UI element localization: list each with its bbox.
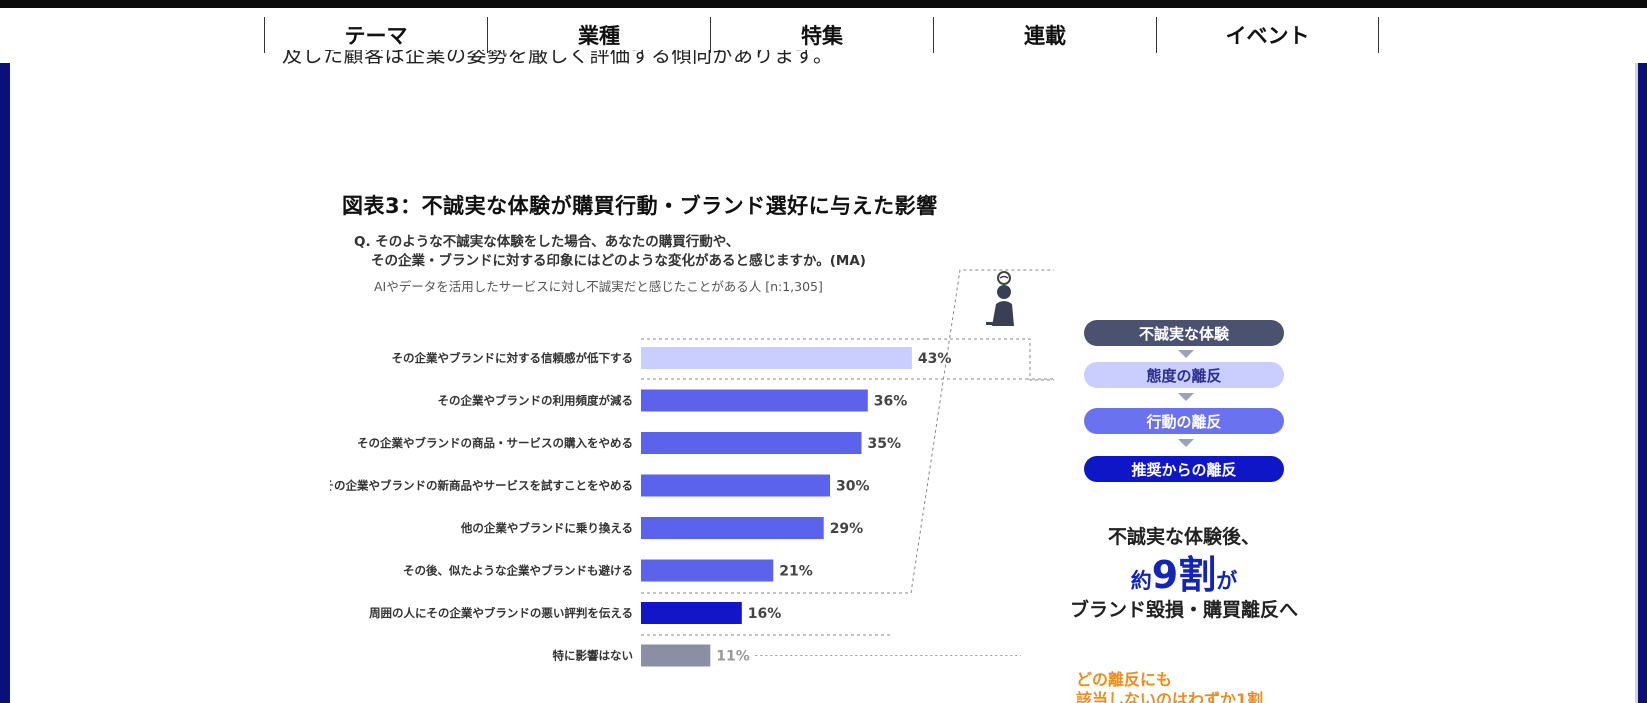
bar-chart: その企業やブランドに対する信頼感が低下する 43% その企業やブランドの利用頻度が減… — [330, 269, 1054, 667]
category-label: その後、似たような企業やブランドも避ける — [403, 564, 633, 578]
value-label: 29% — [830, 521, 864, 537]
callout-orange-line2: 該当しないのはわずか1割 — [1076, 690, 1264, 703]
person-at-laptop-icon — [986, 271, 1014, 326]
bar — [641, 559, 774, 582]
value-label: 30% — [836, 479, 870, 495]
flow-step-dishonest-experience: 不誠実な体験 — [1084, 320, 1284, 346]
bar — [641, 347, 912, 369]
callout-line1: 不誠実な体験後、 — [1107, 526, 1260, 548]
left-edge-bar — [0, 63, 10, 703]
value-label: 16% — [748, 606, 782, 622]
flow-step-attitude-defection: 態度の離反 — [1084, 362, 1284, 388]
connector-dashed-line — [926, 338, 1054, 381]
callout-prefix: 約 — [1130, 569, 1152, 593]
callout-orange-line1: どの離反にも — [1076, 670, 1173, 689]
nav-item-event[interactable]: イベント — [1156, 17, 1379, 53]
article-text: 及した顧客は企業の姿勢を厳しく評価する傾向があります。 — [282, 50, 834, 67]
bar — [641, 432, 862, 454]
nav-item-industry[interactable]: 業種 — [487, 17, 710, 53]
nav-item-series[interactable]: 連載 — [933, 17, 1156, 53]
category-label: その企業やブランドに対する信頼感が低下する — [392, 351, 634, 365]
callout-big-number: 9割 — [1151, 553, 1217, 597]
category-label: 他の企業やブランドに乗り換える — [460, 521, 633, 535]
top-bar — [0, 0, 1647, 8]
scrollbar-thumb[interactable] — [1635, 63, 1638, 703]
category-label: その企業やブランドの利用頻度が減る — [438, 394, 634, 408]
figure-question-line2: その企業・ブランドに対する印象にはどのような変化があると感じますか。(MA) — [371, 253, 866, 269]
category-label: 特に影響はない — [553, 649, 634, 663]
bar — [641, 517, 824, 539]
connector-dashed-line — [910, 269, 1054, 594]
value-label: 36% — [874, 394, 908, 410]
callout-line3: ブランド毀損・購買離反へ — [1069, 599, 1298, 621]
bar — [641, 474, 830, 497]
figure-base-note: AIやデータを活用したサービスに対し不誠実だと感じたことがある人 [n:1,30… — [374, 279, 823, 294]
figure-question-line1: Q. そのような不誠実な体験をした場合、あなたの購買行動や、 — [354, 234, 740, 250]
flow-arrow-icon — [1178, 439, 1194, 447]
flow-arrow-icon — [1178, 350, 1194, 358]
flow-arrow-icon — [1178, 393, 1194, 401]
scrollbar-track[interactable] — [1635, 63, 1647, 703]
bar — [641, 389, 868, 412]
callout-suffix: が — [1216, 569, 1238, 593]
bar — [641, 644, 711, 667]
category-label: その企業やブランドの新商品やサービスを試すことをやめる — [330, 479, 633, 493]
category-label: 周囲の人にその企業やブランドの悪い評判を伝える — [369, 606, 633, 620]
flow-step-recommendation-defection: 推奨からの離反 — [1084, 456, 1284, 482]
figure-image: 図表3：不誠実な体験が購買行動・ブランド選好に与えた影響 Q. そのような不誠実… — [330, 180, 1330, 703]
value-label: 43% — [918, 351, 952, 367]
figure-title: 図表3：不誠実な体験が購買行動・ブランド選好に与えた影響 — [342, 194, 938, 218]
value-label: 11% — [716, 649, 750, 665]
category-label: その企業やブランドの商品・サービスの購入をやめる — [357, 436, 633, 450]
callout-highlight: 約9割が — [1054, 544, 1314, 599]
bar — [641, 602, 742, 624]
global-nav: テーマ 業種 特集 連載 イベント — [264, 17, 1379, 53]
nav-item-feature[interactable]: 特集 — [710, 17, 933, 53]
value-label: 35% — [868, 436, 902, 452]
value-label: 21% — [779, 564, 813, 580]
article-text-partial: 及した顧客は企業の姿勢を厳しく評価する傾向があります。 — [282, 50, 982, 76]
nav-item-theme[interactable]: テーマ — [264, 17, 487, 53]
flow-step-behavior-defection: 行動の離反 — [1084, 408, 1284, 434]
